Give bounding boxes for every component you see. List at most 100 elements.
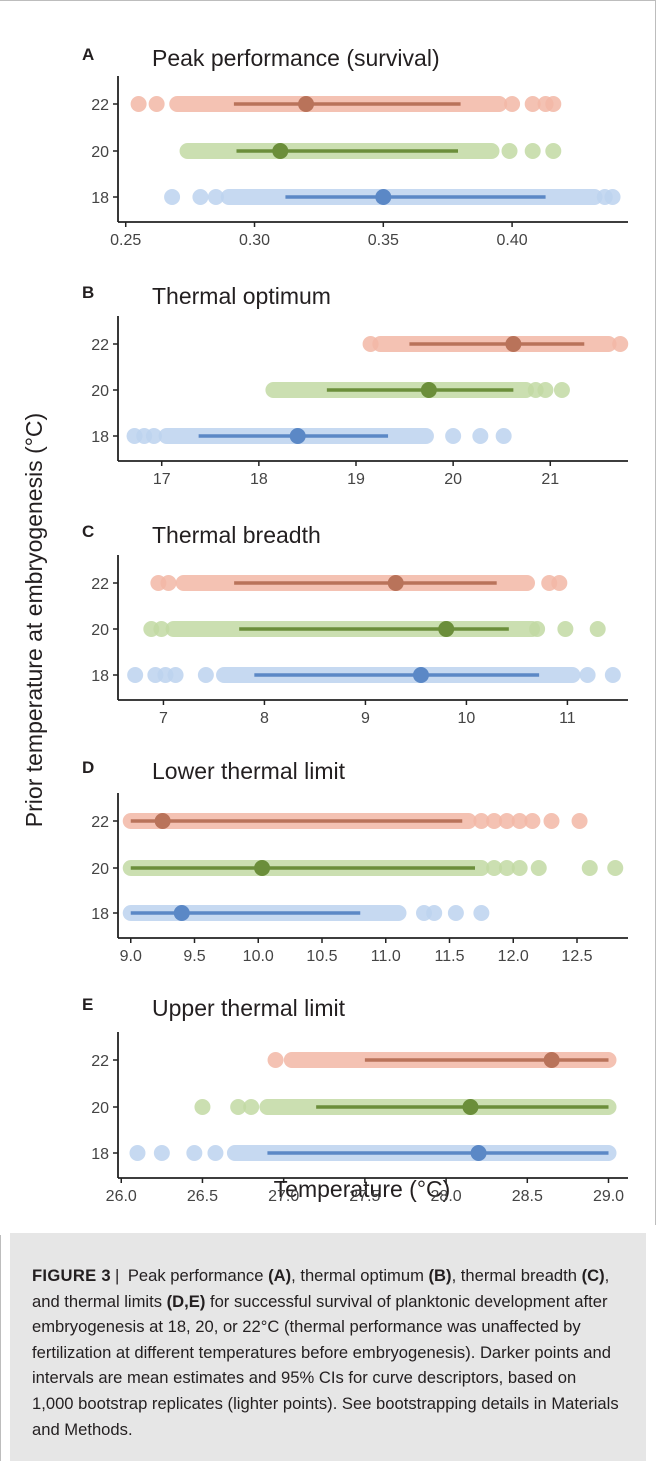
bootstrap-point: [473, 905, 490, 921]
mean-point: [173, 905, 190, 921]
bootstrap-point: [524, 143, 541, 159]
bootstrap-point: [530, 860, 547, 876]
bootstrap-point: [486, 813, 503, 829]
figure-chart-area: Prior temperature at embryogenesis (°C) …: [21, 45, 629, 1205]
bootstrap-point: [524, 813, 541, 829]
bootstrap-point: [167, 667, 184, 683]
bootstrap-point: [501, 143, 518, 159]
caption-panel-ref: (B): [428, 1266, 452, 1285]
bootstrap-point: [153, 621, 170, 637]
mean-point: [438, 621, 455, 637]
y-tick-label: 20: [91, 383, 109, 400]
y-tick-label: 20: [91, 861, 109, 878]
panel-letter: B: [82, 283, 94, 302]
bootstrap-point: [543, 813, 560, 829]
panel-letter: C: [82, 522, 94, 541]
x-tick-label: 27.0: [268, 1188, 299, 1205]
bootstrap-point: [545, 143, 562, 159]
x-tick-label: 20: [444, 471, 462, 488]
y-tick-label: 22: [91, 814, 109, 831]
bootstrap-point: [498, 813, 515, 829]
x-tick-label: 9: [361, 710, 370, 727]
y-tick-label: 18: [91, 668, 109, 685]
bootstrap-point: [127, 667, 144, 683]
caption-text: , thermal breadth: [451, 1266, 582, 1285]
mean-point: [387, 575, 404, 591]
bootstrap-point: [130, 96, 147, 112]
x-tick-label: 11: [559, 710, 576, 727]
caption-text: Peak performance: [123, 1266, 269, 1285]
bootstrap-point: [579, 667, 596, 683]
bootstrap-point: [551, 575, 568, 591]
x-tick-label: 12.0: [498, 948, 529, 965]
caption-text: , and thermal limits: [32, 1266, 610, 1311]
bootstrap-point: [197, 667, 214, 683]
bootstrap-point: [537, 382, 554, 398]
panel-c: C Thermal breadth 22 20 18 7 8 9 10 11: [82, 522, 628, 727]
mean-point: [289, 428, 306, 444]
bootstrap-point: [186, 1145, 203, 1161]
caption-text: for successful survival of planktonic de…: [32, 1291, 619, 1439]
x-tick-label: 9.5: [183, 948, 205, 965]
y-tick-label: 22: [91, 576, 109, 593]
y-tick-label: 22: [91, 97, 109, 114]
mean-point: [154, 813, 171, 829]
bootstrap-point: [472, 428, 489, 444]
bootstrap-point: [207, 1145, 224, 1161]
x-tick-label: 8: [260, 710, 269, 727]
bootstrap-point: [148, 96, 165, 112]
x-tick-label: 10.5: [306, 948, 337, 965]
bootstrap-point: [160, 575, 177, 591]
x-tick-label: 12.5: [561, 948, 592, 965]
bootstrap-point: [194, 1099, 211, 1115]
x-tick-label: 10.0: [243, 948, 274, 965]
bootstrap-point: [129, 1145, 146, 1161]
panel-title: Upper thermal limit: [152, 995, 346, 1021]
x-tick-label: 17: [153, 471, 171, 488]
x-tick-label: 26.0: [106, 1188, 137, 1205]
bootstrap-point: [153, 1145, 170, 1161]
bootstrap-point: [553, 382, 570, 398]
mean-point: [462, 1099, 479, 1115]
bootstrap-point: [581, 860, 598, 876]
bootstrap-point: [612, 336, 629, 352]
panel-letter: D: [82, 758, 94, 777]
mean-point: [543, 1052, 560, 1068]
bootstrap-point: [504, 96, 521, 112]
bootstrap-point: [607, 860, 624, 876]
bootstrap-point: [145, 428, 162, 444]
panel-letter: E: [82, 995, 93, 1014]
bootstrap-point: [571, 813, 588, 829]
panel-title: Peak performance (survival): [152, 45, 440, 71]
caption-frame-left: [0, 1235, 1, 1461]
caption-panel-ref: (A): [268, 1266, 292, 1285]
bootstrap-point: [524, 96, 541, 112]
bootstrap-point: [604, 189, 621, 205]
mean-point: [412, 667, 429, 683]
mean-point: [254, 860, 271, 876]
caption-text: , thermal optimum: [291, 1266, 429, 1285]
x-tick-label: 21: [541, 471, 559, 488]
bootstrap-point: [498, 860, 515, 876]
bootstrap-point: [557, 621, 574, 637]
bootstrap-point: [486, 860, 503, 876]
x-axis-label: Temperature (°C): [274, 1176, 451, 1202]
y-tick-label: 18: [91, 906, 109, 923]
bootstrap-point: [362, 336, 379, 352]
mean-point: [505, 336, 522, 352]
bootstrap-point: [243, 1099, 260, 1115]
bootstrap-point: [589, 621, 606, 637]
figure-caption: FIGURE 3 | Peak performance (A), thermal …: [10, 1233, 646, 1461]
x-tick-label: 26.5: [187, 1188, 218, 1205]
bootstrap-point: [511, 860, 528, 876]
bootstrap-point: [545, 96, 562, 112]
bootstrap-point: [447, 905, 464, 921]
bootstrap-point: [207, 189, 224, 205]
panel-b: B Thermal optimum 22 20 18 17 18 19 20 21: [82, 283, 629, 488]
x-tick-label: 10: [458, 710, 476, 727]
mean-point: [420, 382, 437, 398]
panel-e: E Upper thermal limit 22 20 18 26.0 26.5 27.0 27…: [82, 995, 628, 1205]
x-tick-label: 18: [250, 471, 268, 488]
panels: A Peak performance (survival) 22 20 18 0.25 0.…: [82, 45, 629, 1205]
caption-figure-label: FIGURE 3: [32, 1266, 111, 1285]
